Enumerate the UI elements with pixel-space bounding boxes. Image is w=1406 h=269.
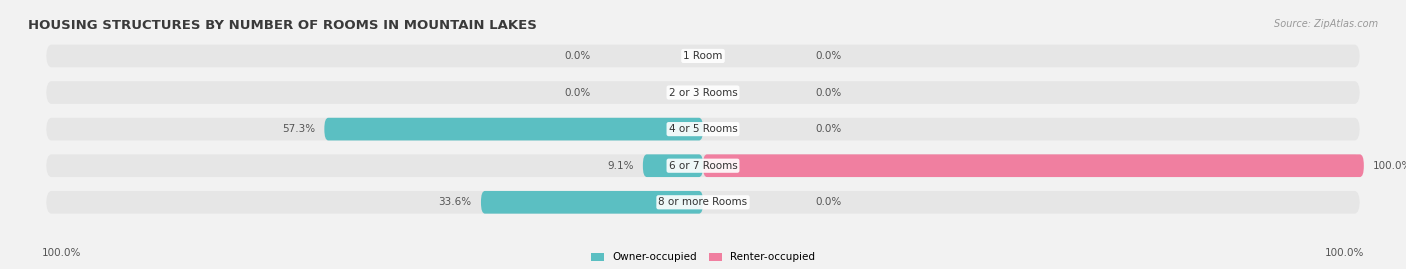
- Text: 6 or 7 Rooms: 6 or 7 Rooms: [669, 161, 737, 171]
- Text: 0.0%: 0.0%: [564, 87, 591, 98]
- FancyBboxPatch shape: [46, 191, 1360, 214]
- Text: 4 or 5 Rooms: 4 or 5 Rooms: [669, 124, 737, 134]
- Text: 9.1%: 9.1%: [607, 161, 634, 171]
- Text: 0.0%: 0.0%: [815, 87, 842, 98]
- Text: 33.6%: 33.6%: [439, 197, 471, 207]
- Text: HOUSING STRUCTURES BY NUMBER OF ROOMS IN MOUNTAIN LAKES: HOUSING STRUCTURES BY NUMBER OF ROOMS IN…: [28, 19, 537, 32]
- FancyBboxPatch shape: [46, 154, 1360, 177]
- FancyBboxPatch shape: [481, 191, 703, 214]
- Text: Source: ZipAtlas.com: Source: ZipAtlas.com: [1274, 19, 1378, 29]
- FancyBboxPatch shape: [643, 154, 703, 177]
- FancyBboxPatch shape: [46, 45, 1360, 67]
- Text: 100.0%: 100.0%: [1324, 248, 1364, 258]
- Text: 1 Room: 1 Room: [683, 51, 723, 61]
- FancyBboxPatch shape: [46, 81, 1360, 104]
- Legend: Owner-occupied, Renter-occupied: Owner-occupied, Renter-occupied: [586, 248, 820, 267]
- Text: 0.0%: 0.0%: [564, 51, 591, 61]
- FancyBboxPatch shape: [703, 154, 1364, 177]
- Text: 2 or 3 Rooms: 2 or 3 Rooms: [669, 87, 737, 98]
- Text: 0.0%: 0.0%: [815, 124, 842, 134]
- FancyBboxPatch shape: [325, 118, 703, 140]
- FancyBboxPatch shape: [46, 118, 1360, 140]
- Text: 100.0%: 100.0%: [42, 248, 82, 258]
- Text: 8 or more Rooms: 8 or more Rooms: [658, 197, 748, 207]
- Text: 0.0%: 0.0%: [815, 197, 842, 207]
- Text: 57.3%: 57.3%: [283, 124, 315, 134]
- Text: 0.0%: 0.0%: [815, 51, 842, 61]
- Text: 100.0%: 100.0%: [1374, 161, 1406, 171]
